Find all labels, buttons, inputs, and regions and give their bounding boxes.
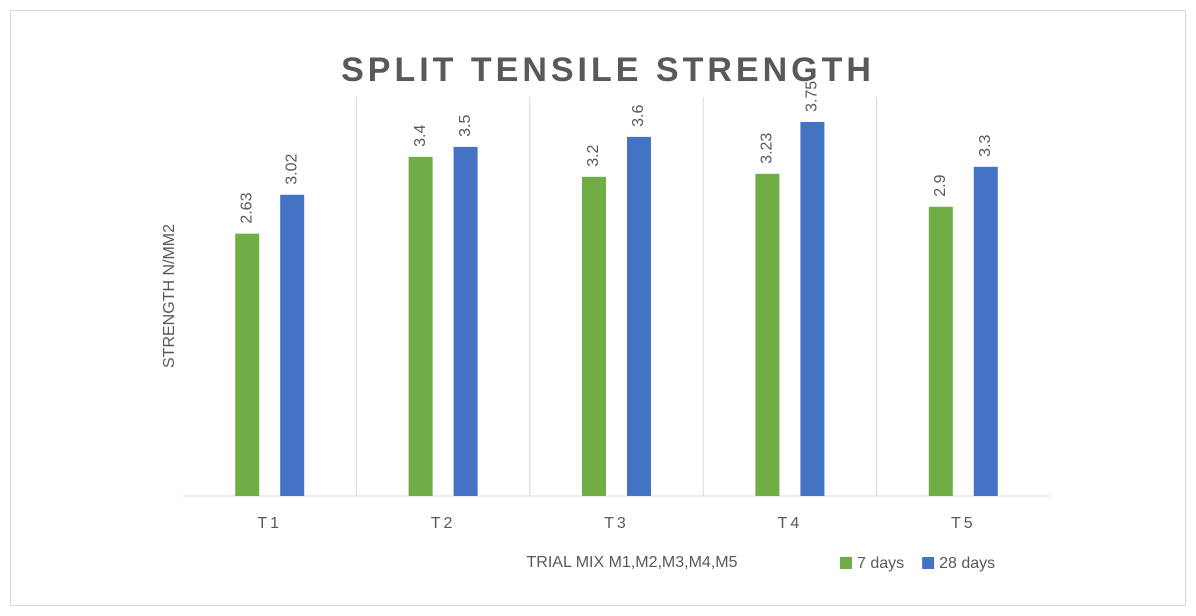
data-label: 3.02 — [283, 154, 300, 185]
data-label: 3.3 — [977, 134, 994, 156]
bar — [800, 121, 825, 496]
legend-swatch — [922, 557, 935, 569]
y-axis-label: STRENGTH N/MM2 — [161, 224, 178, 368]
data-label: 2.63 — [238, 192, 255, 223]
data-label: 3.75 — [804, 81, 821, 112]
legend-label: 28 days — [939, 555, 995, 572]
data-label: 3.2 — [585, 144, 602, 166]
x-tick-label: T5 — [951, 515, 976, 532]
legend-swatch — [840, 557, 852, 569]
legend-label: 7 days — [857, 555, 904, 572]
data-label: 3.5 — [457, 115, 474, 137]
data-label: 3.23 — [759, 133, 776, 164]
data-label: 3.6 — [630, 105, 647, 127]
bar — [973, 166, 998, 496]
bar — [408, 156, 433, 496]
bar — [235, 233, 260, 496]
x-tick-label: T3 — [604, 515, 629, 532]
bar — [928, 206, 953, 496]
x-axis-label: TRIAL MIX M1,M2,M3,M4,M5 — [527, 554, 738, 571]
bar — [582, 176, 606, 497]
x-tick-label: T1 — [257, 515, 282, 532]
bar — [627, 136, 651, 496]
data-label: 3.4 — [412, 125, 429, 147]
bar — [755, 173, 780, 496]
x-tick-label: T2 — [431, 515, 456, 532]
data-label: 2.9 — [932, 174, 949, 196]
chart-title: SPLIT TENSILE STRENGTH — [341, 51, 875, 89]
bar — [280, 194, 305, 496]
bar — [453, 146, 478, 496]
x-tick-label: T4 — [778, 515, 803, 532]
